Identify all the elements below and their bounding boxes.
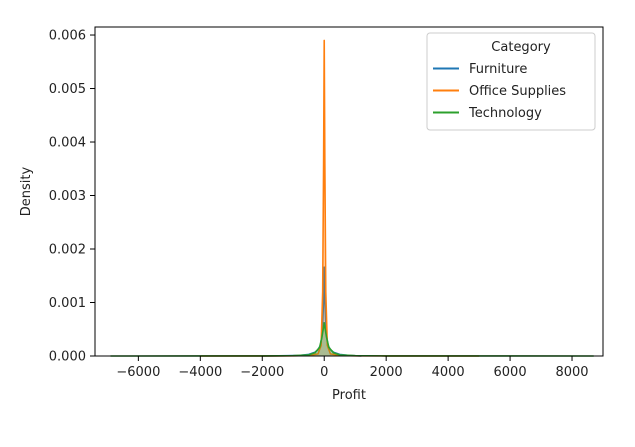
x-tick-label: −4000: [178, 365, 222, 380]
y-tick-label: 0.002: [49, 243, 86, 258]
y-axis: 0.000 0.001 0.002 0.003 0.004 0.005 0.006: [49, 29, 95, 365]
legend-entry-0: Furniture: [469, 62, 527, 77]
x-tick-label: 0: [320, 365, 328, 380]
series-line-2: [110, 322, 594, 357]
legend: Category Furniture Office Supplies Technol…: [426, 32, 596, 131]
x-tick-label: −6000: [116, 365, 160, 380]
y-tick-label: 0.004: [49, 136, 86, 151]
series-fill-0: [262, 267, 362, 356]
y-tick-label: 0.001: [49, 296, 86, 311]
x-axis-label: Profit: [332, 388, 366, 403]
y-tick-label: 0.000: [49, 350, 86, 365]
y-axis-label: Density: [19, 166, 34, 216]
y-tick-label: 0.006: [49, 29, 86, 44]
x-tick-label: 4000: [432, 365, 465, 380]
series-fill-2: [110, 322, 594, 356]
x-tick-label: 2000: [370, 365, 403, 380]
x-tick-label: 6000: [494, 365, 527, 380]
y-tick-label: 0.003: [49, 189, 86, 204]
x-axis: −6000 −4000 −2000 0 2000 4000 6000 8000: [116, 356, 589, 380]
legend-entry-2: Technology: [468, 106, 542, 121]
legend-box: [426, 32, 596, 131]
legend-entry-1: Office Supplies: [469, 84, 566, 99]
plot-frame: [94, 26, 604, 357]
legend-title: Category: [491, 40, 551, 55]
y-tick-label: 0.005: [49, 82, 86, 97]
series-line-0: [262, 266, 362, 357]
x-tick-label: −2000: [240, 365, 284, 380]
x-tick-label: 8000: [555, 365, 588, 380]
